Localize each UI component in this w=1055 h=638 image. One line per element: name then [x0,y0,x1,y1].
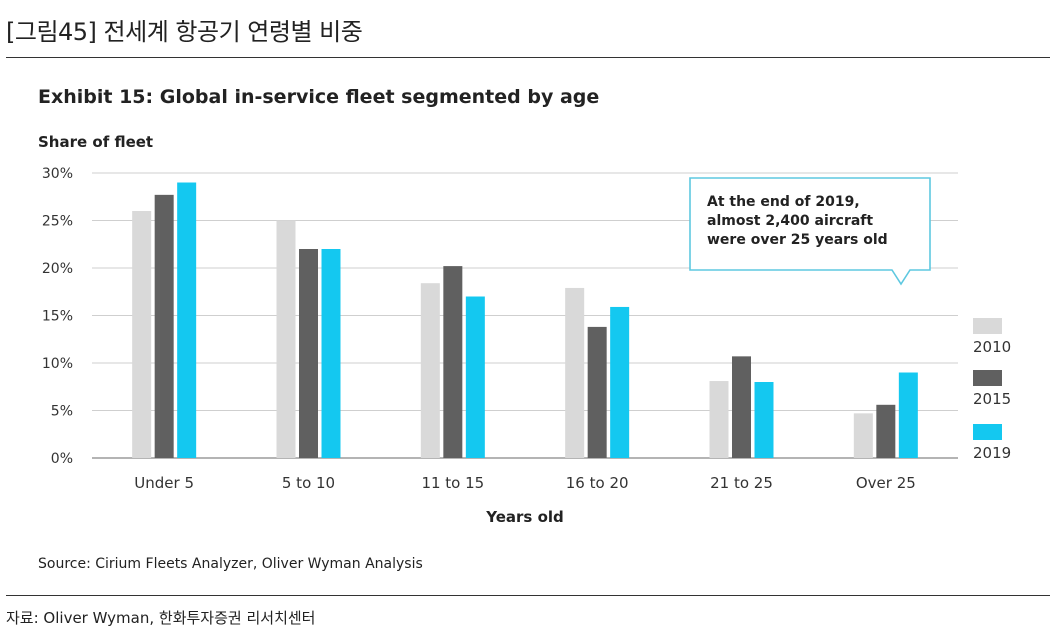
bar-2010 [709,381,729,458]
legend-swatch-2010 [973,318,1002,334]
report-source: 자료: Oliver Wyman, 한화투자증권 리서치센터 [6,609,316,627]
bar-2019 [321,249,341,458]
bar-2019 [465,296,485,458]
y-tick-label: 20% [42,261,73,277]
y-tick-label: 10% [42,356,73,372]
chart-source: Source: Cirium Fleets Analyzer, Oliver W… [38,556,423,572]
callout-text-line: At the end of 2019, [707,194,860,210]
legend-label-2015: 2015 [973,390,1011,408]
bar-2010 [565,287,585,458]
bar-2010 [853,413,873,458]
x-tick-labels: Under 5 5 to 10 11 to 15 16 to 20 21 to 25 Ov… [134,474,915,492]
bars [132,182,918,458]
x-tick-label: 5 to 10 [282,474,335,492]
bar-2015 [154,194,174,458]
y-tick-label: 0% [51,451,73,467]
bar-2010 [132,211,152,458]
annotation-callout: At the end of 2019, almost 2,400 aircraft… [689,177,931,286]
x-tick-label: Over 25 [856,474,916,492]
chart-title: Exhibit 15: Global in-service fleet segm… [38,86,600,108]
report-figure-title: [그림45] 전세계 항공기 연령별 비중 [6,18,363,46]
bar-2019 [754,382,774,458]
bar-2019 [898,372,918,458]
bar-2010 [420,283,440,458]
bar-2015 [876,404,896,458]
bar-2015 [587,326,607,458]
x-axis-label: Years old [485,508,564,526]
bar-2019 [177,182,197,458]
bar-chart: 0% 5% 10% 15% 20% 25% 30% Under 5 5 to 10 11 to … [42,166,1011,526]
x-tick-label: 11 to 15 [421,474,484,492]
legend-swatch-2019 [973,424,1002,440]
bottom-divider [6,595,1050,596]
legend: 2010 2015 2019 [973,318,1011,462]
legend-label-2010: 2010 [973,338,1011,356]
callout-text-line: were over 25 years old [707,232,888,248]
y-tick-label: 30% [42,166,73,182]
bar-2015 [299,249,318,458]
legend-label-2019: 2019 [973,444,1011,462]
bar-2015 [443,266,463,458]
x-tick-label: Under 5 [134,474,194,492]
y-tick-label: 5% [51,404,73,420]
legend-swatch-2015 [973,370,1002,386]
callout-text-line: almost 2,400 aircraft [707,213,873,229]
bar-2015 [732,356,751,458]
top-divider [6,57,1050,58]
x-tick-label: 21 to 25 [710,474,773,492]
y-tick-label: 15% [42,309,73,325]
y-tick-label: 25% [42,214,73,230]
bar-2010 [276,220,296,458]
y-tick-labels: 0% 5% 10% 15% 20% 25% 30% [42,166,73,467]
callout-box [689,177,931,286]
y-axis-label: Share of fleet [38,133,154,151]
x-tick-label: 16 to 20 [566,474,629,492]
bar-2019 [610,306,630,458]
